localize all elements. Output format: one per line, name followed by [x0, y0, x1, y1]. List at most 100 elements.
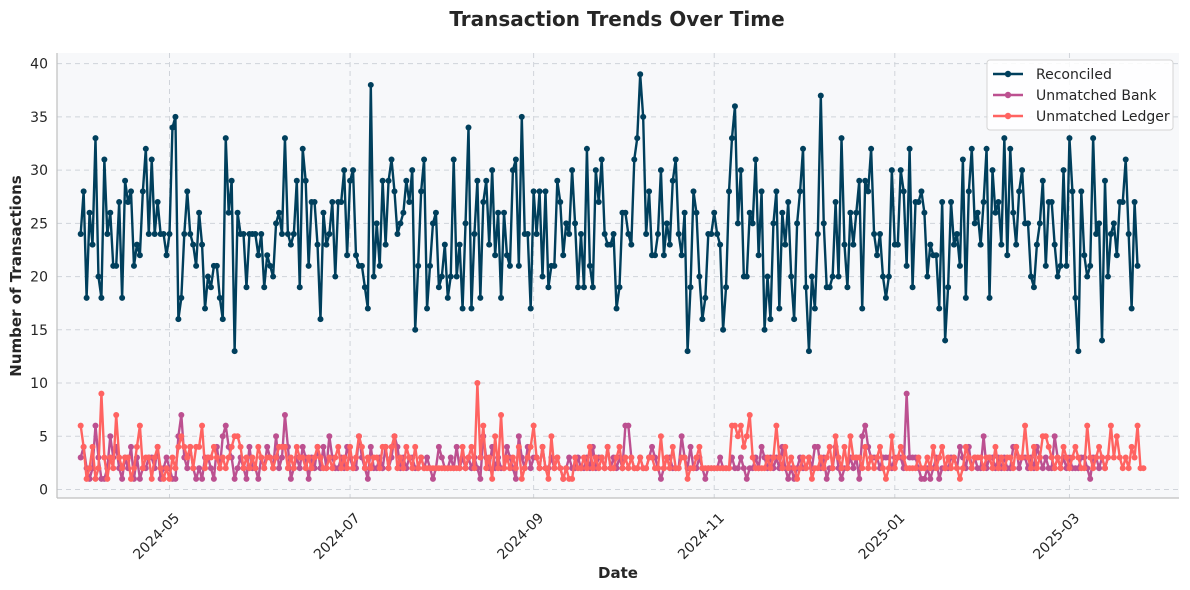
data-point [89, 241, 96, 248]
data-point [219, 433, 226, 440]
data-point [317, 454, 324, 461]
data-point [1060, 443, 1067, 450]
data-point [746, 209, 753, 216]
data-point [533, 454, 540, 461]
data-point [915, 454, 922, 461]
data-point [637, 71, 644, 78]
data-point [465, 124, 472, 131]
data-point [791, 465, 798, 472]
data-point [196, 443, 203, 450]
data-point [204, 273, 211, 280]
data-point [776, 305, 783, 312]
data-point [649, 454, 656, 461]
data-point [1027, 273, 1034, 280]
data-point [726, 188, 733, 195]
data-point [86, 209, 93, 216]
data-point [577, 465, 584, 472]
data-point [364, 454, 371, 461]
data-point [897, 167, 904, 174]
data-point [1051, 465, 1058, 472]
data-point [900, 454, 907, 461]
data-point [1128, 305, 1135, 312]
data-point [643, 465, 650, 472]
data-point [921, 475, 928, 482]
data-point [199, 241, 206, 248]
data-point [344, 465, 351, 472]
data-point [163, 252, 170, 259]
data-point [240, 465, 247, 472]
data-point [862, 422, 869, 429]
data-point [382, 443, 389, 450]
data-point [782, 443, 789, 450]
data-point [1104, 454, 1111, 461]
chart-title: Transaction Trends Over Time [449, 7, 784, 31]
data-point [808, 273, 815, 280]
data-point [125, 454, 132, 461]
data-point [429, 475, 436, 482]
data-point [1027, 465, 1034, 472]
data-point [992, 443, 999, 450]
data-point [862, 443, 869, 450]
data-point [379, 177, 386, 184]
y-tick-label: 20 [30, 270, 48, 286]
y-tick-label: 0 [39, 482, 48, 498]
data-point [912, 465, 919, 472]
data-point [486, 454, 493, 461]
data-point [782, 241, 789, 248]
data-point [731, 422, 738, 429]
data-point [1104, 273, 1111, 280]
data-point [412, 443, 419, 450]
data-point [320, 209, 327, 216]
data-point [98, 294, 105, 301]
data-point [968, 145, 975, 152]
data-point [841, 241, 848, 248]
data-point [521, 465, 528, 472]
data-point [1054, 273, 1061, 280]
data-point [287, 454, 294, 461]
data-point [649, 443, 656, 450]
data-point [1131, 199, 1138, 206]
data-point [527, 465, 534, 472]
data-point [989, 465, 996, 472]
data-point [998, 241, 1005, 248]
data-point [814, 443, 821, 450]
data-point [856, 454, 863, 461]
data-point [320, 443, 327, 450]
data-point [400, 465, 407, 472]
data-point [992, 209, 999, 216]
data-point [184, 188, 191, 195]
data-point [302, 465, 309, 472]
data-point [391, 188, 398, 195]
data-point [980, 465, 987, 472]
data-point [326, 454, 333, 461]
data-point [933, 252, 940, 259]
data-point [267, 262, 274, 269]
data-point [974, 209, 981, 216]
legend-label: Unmatched Bank [1036, 88, 1157, 104]
data-point [939, 199, 946, 206]
x-tick-label: 2025-03 [1030, 510, 1083, 563]
data-point [397, 454, 404, 461]
data-point [495, 465, 502, 472]
data-point [583, 145, 590, 152]
data-point [1096, 443, 1103, 450]
data-point [702, 475, 709, 482]
data-point [862, 177, 869, 184]
data-point [652, 252, 659, 259]
data-point [554, 177, 561, 184]
data-point [589, 284, 596, 291]
data-point [844, 465, 851, 472]
data-point [358, 443, 365, 450]
data-point [370, 273, 377, 280]
series-unmatched-ledger [77, 380, 1147, 482]
data-point [133, 241, 140, 248]
data-point [281, 443, 288, 450]
data-point [1030, 284, 1037, 291]
data-point [888, 167, 895, 174]
data-point [1001, 465, 1008, 472]
data-point [311, 199, 318, 206]
data-point [832, 199, 839, 206]
data-point [936, 475, 943, 482]
data-point [258, 454, 265, 461]
data-point [276, 209, 283, 216]
